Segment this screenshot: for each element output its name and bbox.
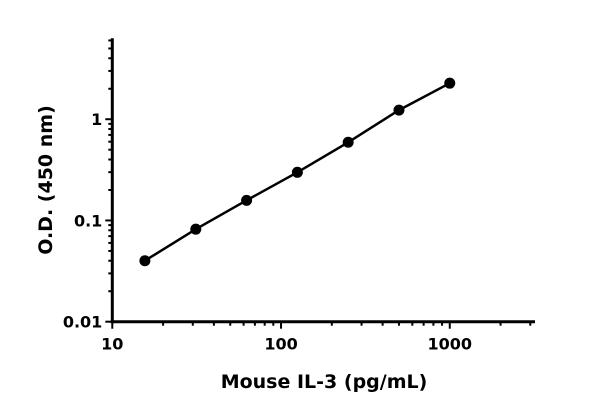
- data-point: [139, 255, 151, 267]
- data-point: [393, 104, 405, 116]
- x-tick-label: 1000: [427, 335, 472, 354]
- data-point: [190, 223, 202, 235]
- y-tick-label: 1: [91, 110, 102, 129]
- y-tick-label: 0.1: [74, 211, 102, 230]
- y-axis-label: O.D. (450 nm): [35, 105, 57, 255]
- x-axis-label: Mouse IL-3 (pg/mL): [221, 371, 428, 393]
- y-tick-label: 0.01: [63, 313, 102, 332]
- data-point: [342, 136, 354, 148]
- x-tick-label: 100: [264, 335, 297, 354]
- axes: [105, 38, 535, 329]
- data-point: [241, 194, 253, 206]
- series: [139, 77, 456, 267]
- tick-labels: 0.01 0.1 1 10 100 1000: [63, 110, 472, 353]
- x-tick-label: 10: [101, 335, 123, 354]
- data-point: [291, 166, 303, 178]
- data-point: [444, 77, 456, 89]
